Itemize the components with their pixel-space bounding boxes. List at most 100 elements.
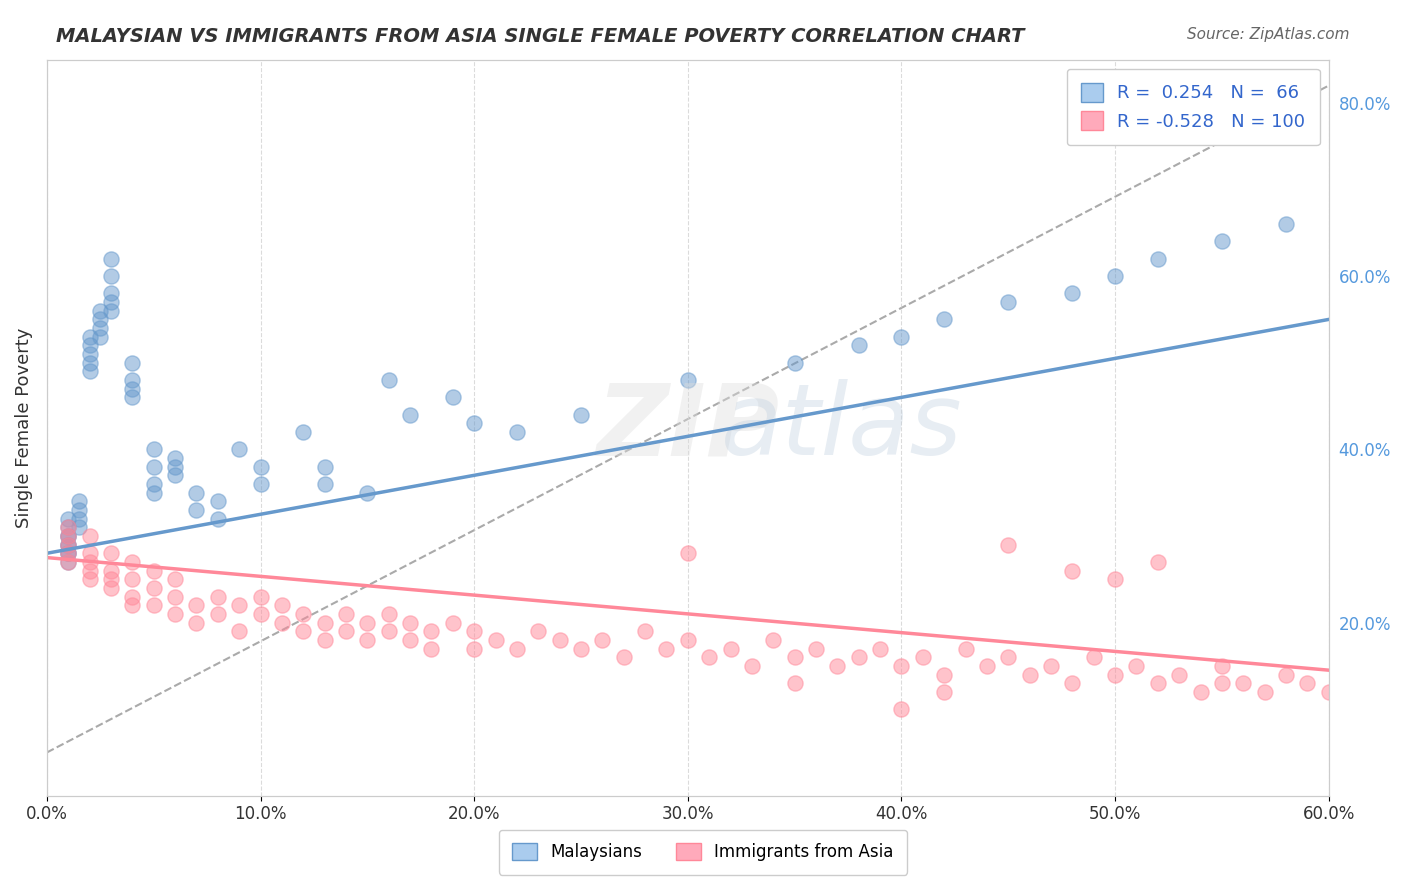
Point	[827, 658, 849, 673]
Point	[58, 538, 80, 552]
Point	[314, 615, 336, 630]
Point	[591, 632, 613, 647]
Point	[399, 408, 422, 422]
Point	[58, 546, 80, 560]
Point	[997, 650, 1019, 665]
Point	[186, 615, 208, 630]
Point	[142, 564, 165, 578]
Point	[100, 581, 122, 595]
Point	[314, 459, 336, 474]
Point	[79, 338, 101, 352]
Point	[463, 624, 485, 639]
Point	[848, 338, 870, 352]
Point	[463, 641, 485, 656]
Point	[79, 364, 101, 378]
Point	[1147, 555, 1170, 569]
Point	[142, 581, 165, 595]
Point	[249, 607, 271, 621]
Point	[527, 624, 550, 639]
Point	[506, 641, 529, 656]
Point	[1083, 650, 1105, 665]
Point	[314, 477, 336, 491]
Point	[58, 529, 80, 543]
Point	[741, 658, 763, 673]
Point	[676, 632, 699, 647]
Point	[79, 555, 101, 569]
Point	[955, 641, 977, 656]
Point	[506, 425, 529, 439]
Point	[1317, 685, 1340, 699]
Point	[613, 650, 636, 665]
Point	[121, 373, 143, 387]
Point	[1232, 676, 1254, 690]
Point	[207, 511, 229, 525]
Point	[1018, 667, 1040, 681]
Point	[142, 477, 165, 491]
Point	[79, 564, 101, 578]
Point	[58, 520, 80, 534]
Text: Source: ZipAtlas.com: Source: ZipAtlas.com	[1187, 27, 1350, 42]
Point	[356, 485, 378, 500]
Point	[1062, 564, 1084, 578]
Point	[100, 286, 122, 301]
Point	[1104, 667, 1126, 681]
Point	[934, 685, 956, 699]
Point	[121, 382, 143, 396]
Point	[186, 485, 208, 500]
Point	[1125, 658, 1147, 673]
Point	[79, 529, 101, 543]
Point	[79, 572, 101, 586]
Point	[335, 624, 357, 639]
Point	[79, 546, 101, 560]
Point	[67, 511, 90, 525]
Point	[89, 312, 111, 326]
Point	[58, 529, 80, 543]
Point	[934, 667, 956, 681]
Point	[142, 459, 165, 474]
Text: atlas: atlas	[721, 379, 963, 476]
Point	[463, 417, 485, 431]
Point	[655, 641, 678, 656]
Point	[890, 330, 912, 344]
Point	[848, 650, 870, 665]
Point	[377, 624, 399, 639]
Point	[270, 599, 292, 613]
Point	[569, 641, 592, 656]
Point	[121, 356, 143, 370]
Point	[58, 555, 80, 569]
Point	[100, 252, 122, 266]
Point	[89, 330, 111, 344]
Point	[1147, 676, 1170, 690]
Point	[58, 520, 80, 534]
Point	[1296, 676, 1319, 690]
Point	[399, 632, 422, 647]
Point	[228, 442, 250, 457]
Point	[121, 390, 143, 404]
Point	[121, 599, 143, 613]
Point	[569, 408, 592, 422]
Point	[207, 590, 229, 604]
Point	[165, 572, 187, 586]
Point	[720, 641, 742, 656]
Point	[1104, 572, 1126, 586]
Point	[783, 676, 806, 690]
Legend: R =  0.254   N =  66, R = -0.528   N = 100: R = 0.254 N = 66, R = -0.528 N = 100	[1067, 69, 1320, 145]
Point	[207, 607, 229, 621]
Point	[890, 658, 912, 673]
Point	[1062, 286, 1084, 301]
Point	[1211, 676, 1233, 690]
Point	[79, 356, 101, 370]
Point	[165, 607, 187, 621]
Point	[58, 538, 80, 552]
Point	[976, 658, 998, 673]
Point	[58, 511, 80, 525]
Point	[420, 624, 443, 639]
Point	[58, 546, 80, 560]
Point	[676, 546, 699, 560]
Point	[165, 459, 187, 474]
Point	[1211, 235, 1233, 249]
Point	[548, 632, 571, 647]
Point	[1040, 658, 1063, 673]
Text: ZIP: ZIP	[596, 379, 779, 476]
Point	[676, 373, 699, 387]
